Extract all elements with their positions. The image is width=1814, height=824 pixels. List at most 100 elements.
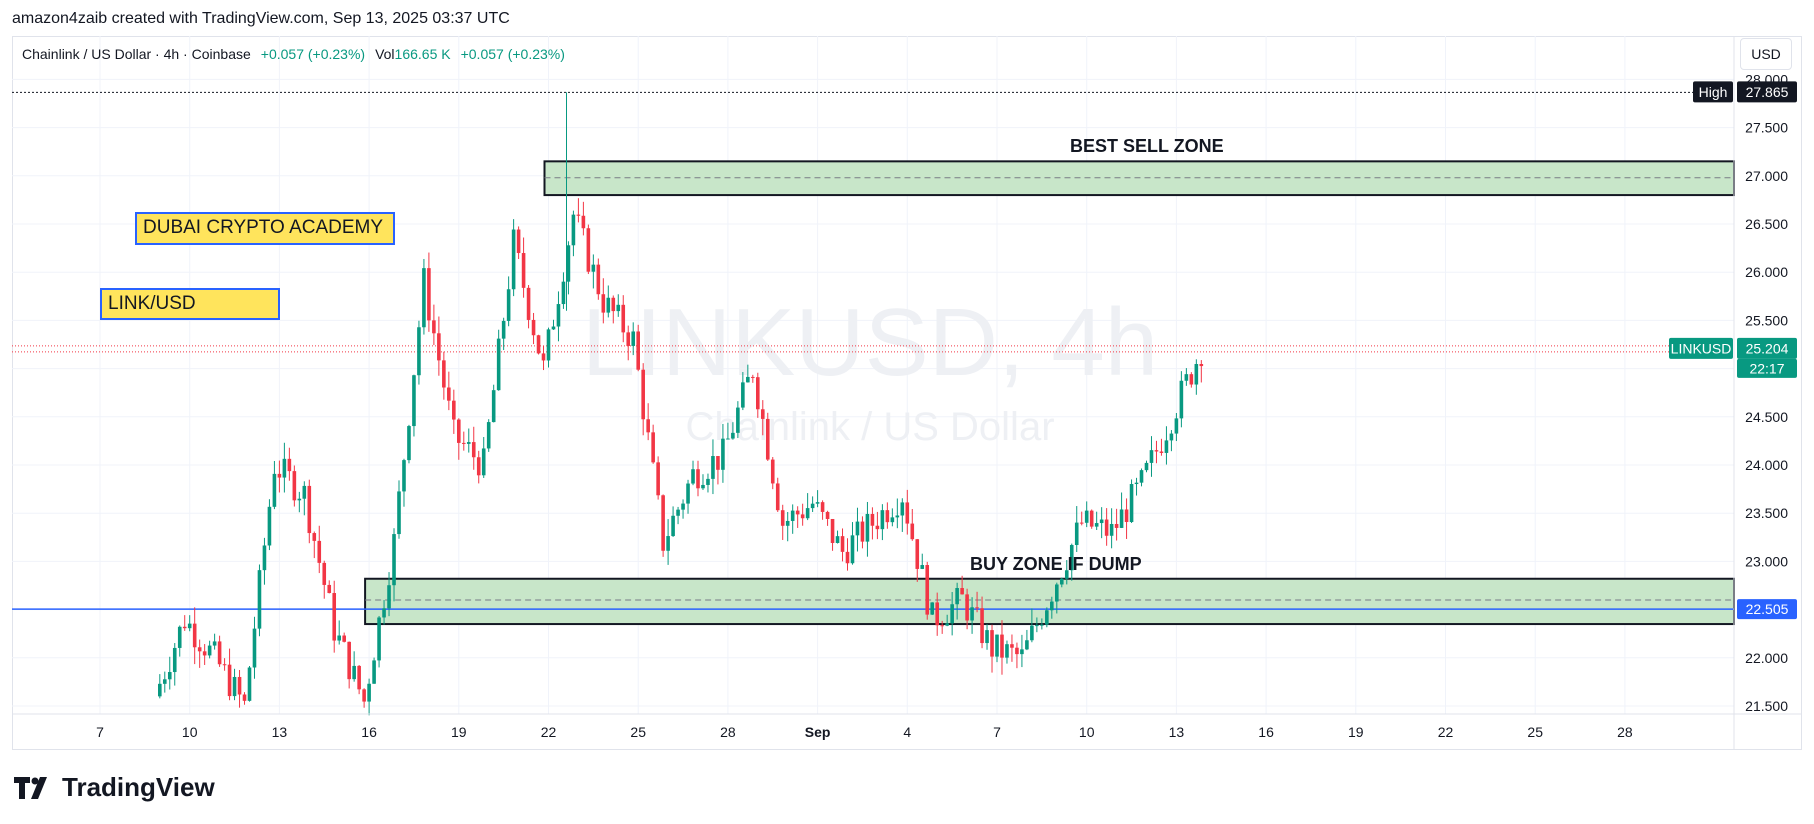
candle-body: [1030, 625, 1034, 641]
candle-body: [910, 523, 915, 540]
candle-body: [591, 264, 596, 272]
candle-body: [556, 304, 561, 327]
axes: 21.50022.00022.50023.00023.50024.00024.5…: [12, 36, 1802, 750]
price-change: +0.057 (+0.23%): [260, 46, 366, 62]
y-tick-label: 27.500: [1745, 120, 1788, 136]
candle-body: [382, 608, 386, 618]
candle-body: [1139, 470, 1144, 483]
candle-body: [1025, 640, 1029, 650]
candle-body: [1059, 578, 1064, 585]
y-tick-label: 24.500: [1745, 409, 1788, 425]
candle-body: [950, 604, 954, 624]
candle-body: [980, 608, 984, 644]
x-tick-label: 22: [541, 724, 557, 740]
y-tick-label: 26.000: [1745, 264, 1788, 280]
last-price-tag-text: 25.204: [1746, 340, 1789, 356]
candle-body: [691, 469, 695, 484]
candle-body: [526, 287, 531, 320]
x-tick-label: 16: [361, 724, 377, 740]
candle-body: [860, 521, 865, 542]
symbol-description[interactable]: Chainlink / US Dollar · 4h · Coinbase: [22, 46, 251, 62]
candle-body: [955, 588, 959, 605]
candle-body: [277, 473, 282, 478]
chart-attribution: amazon4zaib created with TradingView.com…: [12, 10, 510, 27]
tradingview-logo[interactable]: TradingView: [14, 772, 215, 803]
candle-body: [935, 602, 939, 626]
candle-body: [985, 630, 989, 644]
x-tick-label: 16: [1258, 724, 1274, 740]
candle-body: [352, 665, 356, 680]
currency-button[interactable]: USD: [1740, 38, 1792, 70]
candle-body: [681, 503, 685, 510]
candle-body: [800, 514, 805, 519]
candle-body: [432, 320, 436, 334]
pair-label: LINK/USD: [100, 288, 280, 320]
candle-body: [1109, 523, 1114, 536]
y-tick-label: 21.500: [1745, 698, 1788, 714]
candle-body: [242, 694, 247, 701]
candle-body: [222, 664, 227, 666]
candle-body: [167, 672, 172, 680]
candle-body: [1010, 644, 1014, 648]
candle-body: [422, 268, 426, 328]
candle-body: [486, 422, 491, 449]
candle-body: [780, 510, 785, 526]
candle-body: [840, 536, 845, 552]
volume-change: +0.057 (+0.23%): [460, 46, 565, 62]
candle-body: [1055, 584, 1059, 602]
x-tick-label: 7: [96, 724, 104, 740]
candle-body: [182, 626, 187, 629]
candle-body: [775, 483, 780, 511]
candle-body: [1159, 451, 1164, 453]
candle-body: [795, 510, 800, 515]
candle-body: [541, 353, 546, 361]
candle-body: [895, 515, 900, 518]
candle-body: [825, 511, 830, 519]
candle-body: [621, 304, 626, 333]
candle-body: [377, 617, 381, 661]
tradingview-brand: TradingView: [62, 772, 215, 802]
candle-body: [1129, 484, 1134, 523]
candle-body: [357, 665, 361, 690]
x-tick-label: 13: [272, 724, 288, 740]
candle-body: [521, 253, 526, 288]
candle-body: [601, 294, 606, 313]
x-tick-label: 10: [1079, 724, 1095, 740]
candle-body: [1124, 509, 1129, 523]
candle-body: [461, 442, 466, 444]
candle-body: [756, 377, 760, 410]
candle-body: [945, 623, 949, 626]
candle-body: [536, 335, 541, 354]
candle-body: [1194, 364, 1199, 385]
candle-body: [252, 628, 257, 668]
candle-body: [751, 376, 755, 378]
y-tick-label: 22.000: [1745, 650, 1788, 666]
symbol-legend[interactable]: Chainlink / US Dollar · 4h · Coinbase +0…: [22, 46, 565, 62]
zones: [364, 160, 1736, 626]
candle-body: [920, 565, 925, 569]
x-tick-label: 28: [1617, 724, 1633, 740]
sell-zone-title: BEST SELL ZONE: [1070, 136, 1224, 156]
candle-body: [765, 418, 770, 460]
high-value-tag-text: 27.865: [1746, 84, 1789, 100]
candle-body: [212, 641, 217, 646]
candle-body: [726, 438, 730, 440]
candle-body: [317, 540, 322, 563]
candle-body: [172, 647, 177, 673]
candle-body: [641, 369, 645, 420]
candle-body: [830, 518, 835, 543]
candle-body: [1069, 544, 1074, 571]
candle-body: [1144, 462, 1149, 471]
candle-body: [297, 498, 302, 501]
candle-body: [631, 331, 636, 346]
candle-body: [312, 533, 317, 541]
candle-body: [746, 376, 750, 383]
watermark-description: Chainlink / US Dollar: [685, 405, 1054, 449]
y-tick-label: 23.500: [1745, 505, 1788, 521]
candle-body: [1119, 509, 1124, 528]
candle-body: [1169, 433, 1174, 441]
candle-body: [476, 457, 481, 476]
candle-body: [452, 400, 456, 420]
candle-body: [1015, 647, 1019, 655]
